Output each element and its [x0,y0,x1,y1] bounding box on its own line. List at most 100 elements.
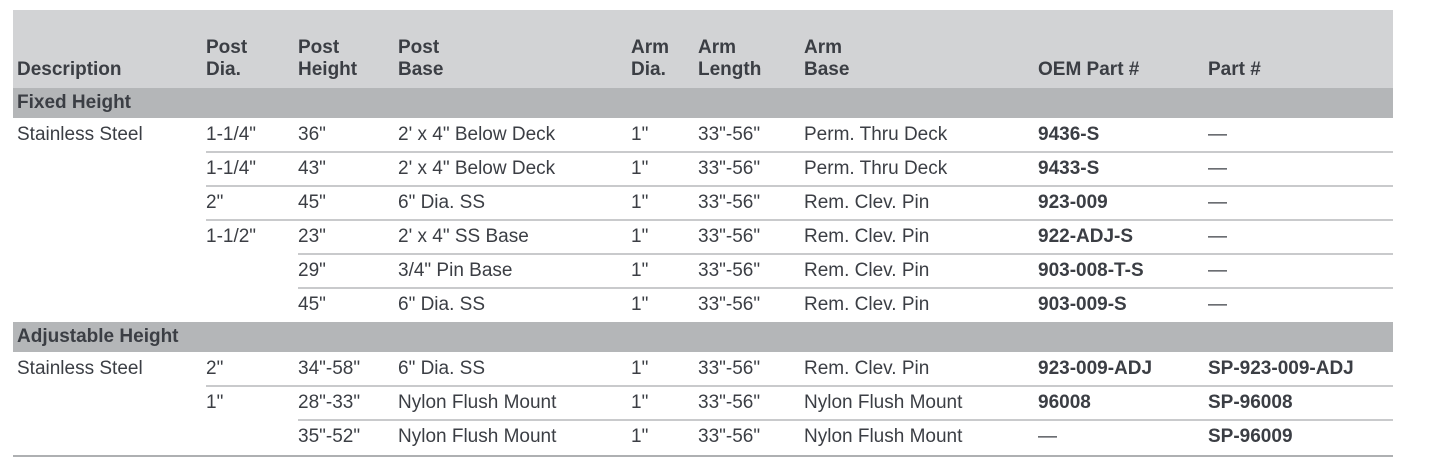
table-cell: 1" [631,426,649,447]
table-cell: 2' x 4" SS Base [398,226,529,247]
table-cell: 3/4" Pin Base [398,260,513,281]
table-cell: 33"-56" [698,124,761,145]
col-header-top-line: Post [206,37,248,58]
table-cell: — [1208,260,1227,281]
table-cell: 34"-58" [298,358,361,379]
col-header-post-base: Post Base [398,37,631,88]
table-cell: 1" [631,158,649,179]
table-row: Stainless Steel 2" 34"-58" 6" Dia. SS 1" 33"-… [13,352,1393,386]
table-cell: 923-009 [1038,192,1108,213]
table-cell: Nylon Flush Mount [398,426,557,447]
spec-table: Description Post Dia. Post Height Post B… [13,10,1393,457]
table-cell: 9436-S [1038,124,1100,145]
table-cell: Stainless Steel [17,124,143,145]
table-cell: 28"-33" [298,392,361,413]
table-cell: — [1208,124,1227,145]
table-cell: Perm. Thru Deck [804,158,948,179]
table-cell: 33"-56" [698,392,761,413]
table-row: 1" 28"-33" Nylon Flush Mount 1" 33"-56" Nylon… [13,385,1393,420]
col-header-label: Dia. [631,59,666,80]
table-cell: 6" Dia. SS [398,192,486,213]
table-cell: — [1208,294,1227,315]
table-body: Fixed Height Stainless Steel 1-1/4" 36" 2' x… [13,88,1393,454]
table-cell: 45" [298,294,326,315]
col-header-label: Description [17,59,122,80]
col-header-label: Base [398,59,444,80]
table-bottom-border [13,455,1393,457]
col-header-arm-length: Arm Length [698,37,804,88]
table-cell: — [1208,226,1227,247]
table-cell: 33"-56" [698,426,761,447]
table-cell: 33"-56" [698,192,761,213]
col-header-part: Part # [1208,59,1393,88]
table-cell: Rem. Clev. Pin [804,226,930,247]
table-cell: 23" [298,226,326,247]
section-header: Adjustable Height [13,322,1393,352]
table-cell: 6" Dia. SS [398,294,486,315]
table-cell: 903-008-T-S [1038,260,1144,281]
col-header-arm-base: Arm Base [804,37,1038,88]
col-header-top-line: Arm [698,37,737,58]
table-row: 35"-52" Nylon Flush Mount 1" 33"-56" Nylon F… [13,419,1393,454]
table-cell: — [1208,192,1227,213]
table-cell: 33"-56" [698,294,761,315]
col-header-description: Description [13,59,206,88]
col-header-top-line: Post [398,37,440,58]
col-header-label: Base [804,59,850,80]
table-cell: 35"-52" [298,426,361,447]
table-cell: 1" [631,358,649,379]
col-header-label: Length [698,59,762,80]
table-cell: 923-009-ADJ [1038,358,1153,379]
col-header-post-dia: Post Dia. [206,37,298,88]
table-row: 45" 6" Dia. SS 1" 33"-56" Rem. Clev. Pin 903-… [13,287,1393,322]
table-cell: Perm. Thru Deck [804,124,948,145]
table-row: 1-1/4" 43" 2' x 4" Below Deck 1" 33"-56" Perm… [13,151,1393,186]
col-header-post-height: Post Height [298,37,398,88]
table-cell: 1-1/4" [206,158,257,179]
col-header-arm-dia: Arm Dia. [631,37,698,88]
table-cell: 1" [631,260,649,281]
table-cell: — [1038,426,1057,447]
col-header-oem-part: OEM Part # [1038,59,1208,88]
table-cell: 2" [206,192,224,213]
table-cell: 2' x 4" Below Deck [398,158,556,179]
table-row: 2" 45" 6" Dia. SS 1" 33"-56" Rem. Clev. Pin 92… [13,185,1393,220]
table-cell: 1" [631,192,649,213]
table-cell: Rem. Clev. Pin [804,294,930,315]
table-cell: 1" [206,392,224,413]
table-cell: 9433-S [1038,158,1100,179]
col-header-label: OEM Part # [1038,59,1140,80]
col-header-label: Part # [1208,59,1261,80]
table-cell: 2' x 4" Below Deck [398,124,556,145]
table-cell: Nylon Flush Mount [398,392,557,413]
table-cell: Rem. Clev. Pin [804,260,930,281]
table-cell: Rem. Clev. Pin [804,358,930,379]
table-cell: SP-923-009-ADJ [1208,358,1354,379]
col-header-top-line: Post [298,37,340,58]
table-cell: SP-96009 [1208,426,1293,447]
table-cell: 43" [298,158,326,179]
table-header-row: Description Post Dia. Post Height Post B… [13,10,1393,88]
table-row: 1-1/2" 23" 2' x 4" SS Base 1" 33"-56" Rem. Cl… [13,219,1393,254]
table-cell: 36" [298,124,326,145]
col-header-top-line: Arm [804,37,843,58]
table-cell: SP-96008 [1208,392,1293,413]
table-cell: 1-1/4" [206,124,257,145]
table-row: Stainless Steel 1-1/4" 36" 2' x 4" Below De… [13,118,1393,152]
table-cell: 903-009-S [1038,294,1127,315]
table-cell: 6" Dia. SS [398,358,486,379]
table-cell: 1-1/2" [206,226,257,247]
col-header-label: Height [298,59,358,80]
table-cell: 29" [298,260,326,281]
table-cell: Stainless Steel [17,358,143,379]
table-cell: 33"-56" [698,226,761,247]
table-row: 29" 3/4" Pin Base 1" 33"-56" Rem. Clev. Pin 9… [13,253,1393,288]
section-header: Fixed Height [13,88,1393,118]
table-cell: Nylon Flush Mount [804,392,963,413]
table-cell: 45" [298,192,326,213]
col-header-top-line: Arm [631,37,670,58]
table-cell: 1" [631,226,649,247]
table-cell: 922-ADJ-S [1038,226,1134,247]
table-cell: 1" [631,294,649,315]
